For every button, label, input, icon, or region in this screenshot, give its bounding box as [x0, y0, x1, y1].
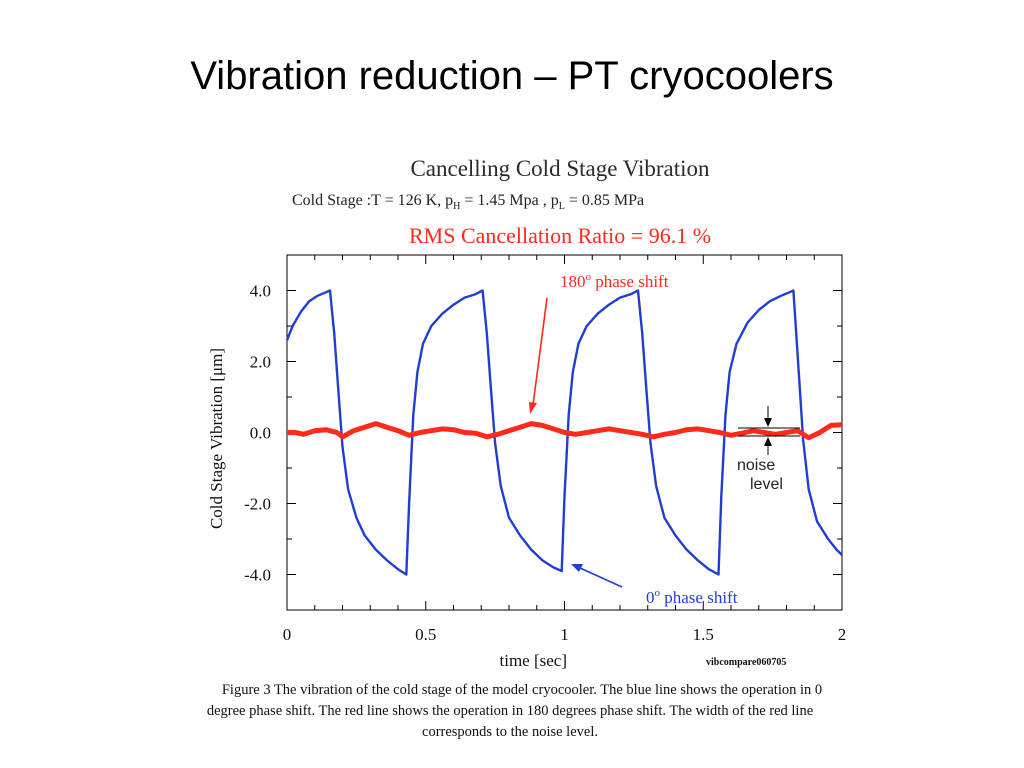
y-axis-label: Cold Stage Vibration [μm] [207, 348, 226, 529]
y-tick-label: 4.0 [250, 282, 271, 301]
annotation-180-arrowhead [529, 402, 537, 414]
series-line-0deg [285, 289, 843, 576]
params-sub-l: L [558, 201, 565, 213]
x-tick-label: 2 [838, 625, 847, 644]
x-tick-label: 0.5 [415, 625, 436, 644]
series-line-180deg [287, 421, 843, 441]
x-tick-label: 0 [283, 625, 292, 644]
annotation-180-label: 180o phase shift [560, 271, 669, 291]
y-tick-label: 0.0 [250, 424, 271, 443]
caption-line-1: Figure 3 The vibration of the cold stage… [221, 682, 823, 698]
annotation-180-arrow [532, 297, 548, 406]
y-tick-label: -4.0 [244, 566, 271, 585]
annotation-0-arrowhead [571, 564, 583, 572]
params-suffix: = 0.85 MPa [564, 192, 645, 209]
cancellation-ratio: RMS Cancellation Ratio = 96.1 % [408, 223, 712, 248]
figure-params: Cold Stage :T = 126 K, pH = 1.45 Mpa , p… [292, 192, 852, 212]
params-prefix: Cold Stage :T = 126 K, p [292, 192, 454, 209]
file-tag: vibcompare060705 [706, 657, 786, 668]
slide-title: Vibration reduction – PT cryocoolers [190, 54, 834, 98]
x-tick-label: 1 [560, 625, 569, 644]
noise-label-line1: noise [737, 457, 775, 474]
figure-caption: Figure 3 The vibration of the cold stage… [120, 680, 900, 743]
noise-arrowhead-down [764, 418, 772, 427]
caption-line-2: degree phase shift. The red line shows t… [206, 703, 814, 719]
caption-line-3: corresponds to the noise level. [422, 724, 598, 740]
params-sub-h: H [453, 201, 461, 213]
annotation-0-arrow [579, 567, 623, 588]
noise-label-line2: level [750, 476, 783, 493]
figure-title: Cancelling Cold Stage Vibration [410, 156, 710, 181]
x-tick-label: 1.5 [693, 625, 714, 644]
x-axis-label: time [sec] [500, 651, 568, 670]
params-mid: = 1.45 Mpa , p [460, 192, 559, 209]
y-tick-label: 2.0 [250, 353, 271, 372]
noise-arrowhead-up [764, 437, 772, 446]
y-tick-label: -2.0 [244, 495, 271, 514]
annotation-0-label: 0o phase shift [646, 587, 738, 607]
